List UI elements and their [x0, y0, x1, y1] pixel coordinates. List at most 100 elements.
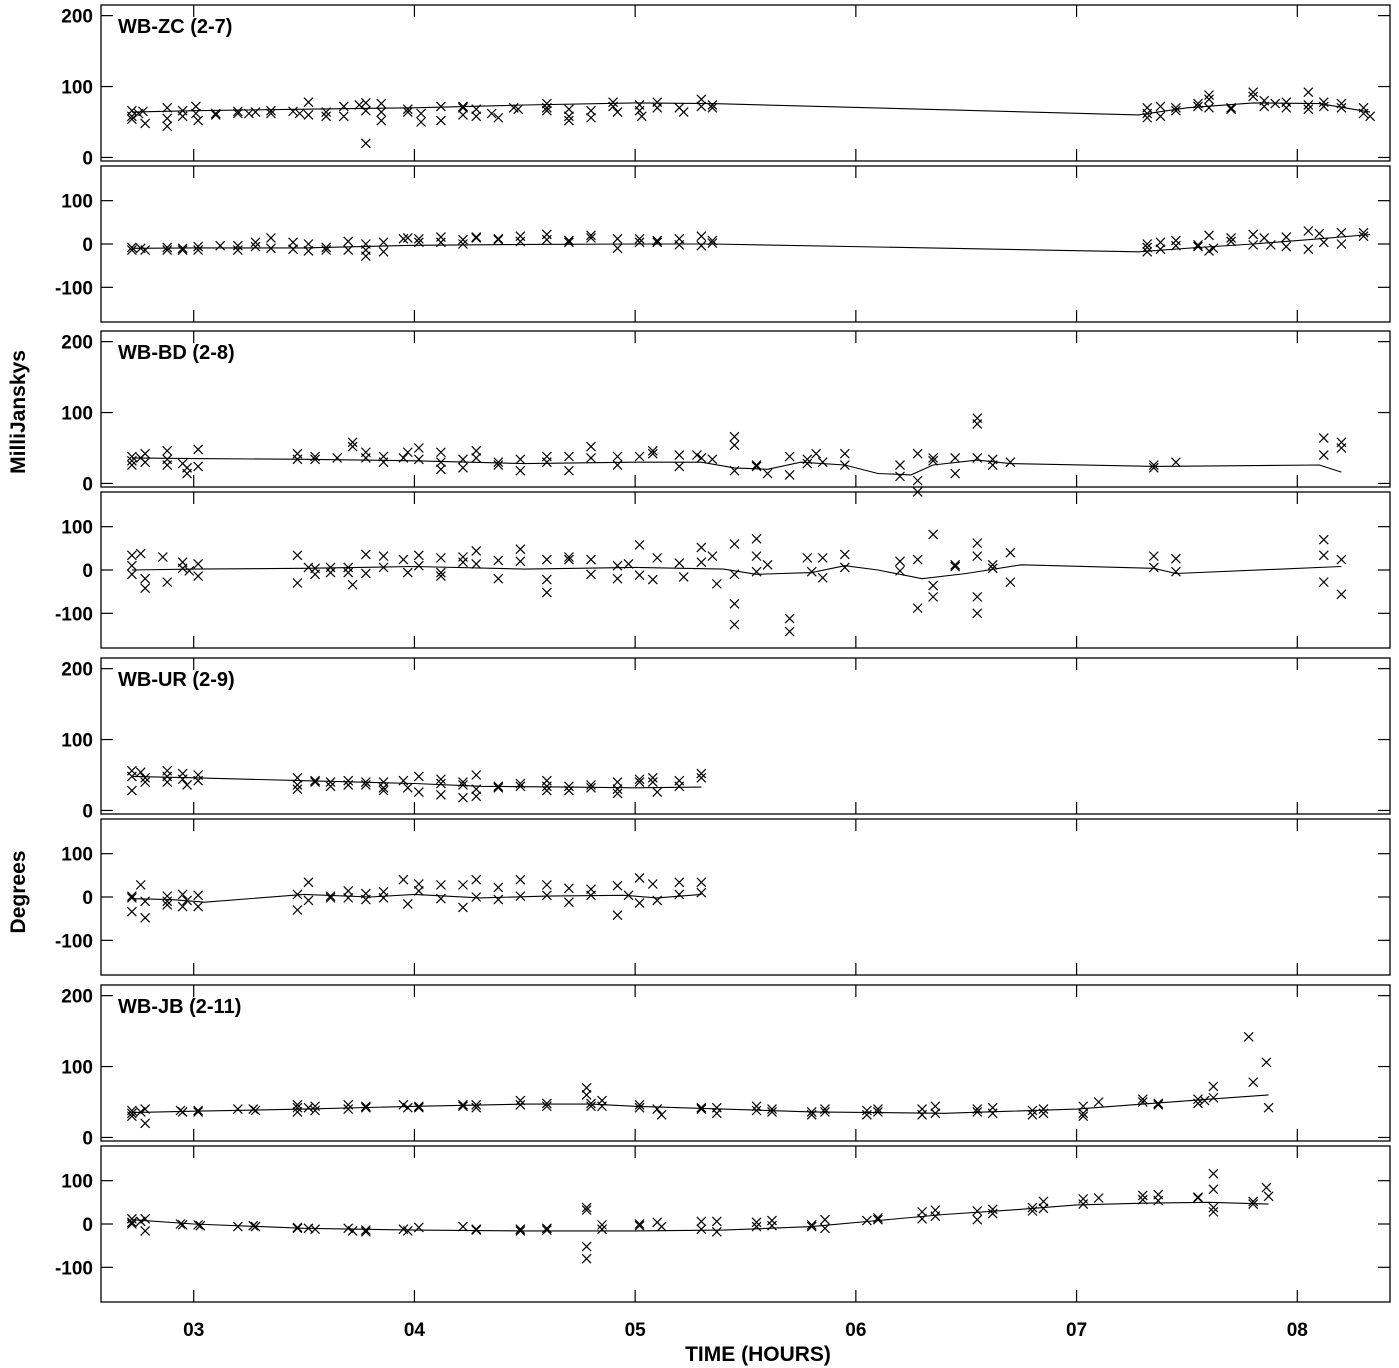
amplitude-data-point: [435, 115, 446, 126]
phase-data-point: [193, 571, 204, 581]
amplitude-data-point: [1281, 102, 1292, 113]
amplitude-data-point: [541, 457, 552, 468]
phase-data-point: [471, 874, 482, 885]
amplitude-data-point: [674, 450, 685, 461]
amplitude-data-point: [471, 111, 482, 122]
phase-data-point: [177, 563, 188, 574]
amplitude-data-point: [310, 775, 321, 786]
phase-panel: -100 0 100: [55, 1145, 1391, 1303]
phase-data-point: [193, 890, 204, 901]
amplitude-data-point: [634, 774, 645, 785]
amplitude-data-point: [135, 1107, 146, 1117]
amplitude-data-point: [354, 100, 365, 110]
phase-data-point: [515, 231, 526, 242]
phase-data-point: [895, 556, 905, 567]
phase-data-point: [972, 591, 983, 602]
phase-data-point: [303, 246, 314, 256]
phase-data-point: [288, 244, 298, 255]
phase-data-point: [177, 243, 188, 254]
phase-data-point: [1170, 553, 1181, 564]
amplitude-data-point: [398, 775, 409, 786]
phase-data-point: [1038, 1203, 1049, 1214]
phase-data-point: [471, 232, 482, 242]
amplitude-data-point: [1153, 1098, 1164, 1109]
amplitude-data-point: [310, 1105, 321, 1116]
amplitude-data-point: [612, 777, 623, 788]
phase-data-point: [652, 552, 663, 563]
phase-data-point: [250, 241, 261, 252]
phase-data-point: [1318, 237, 1329, 248]
amplitude-data-point: [250, 1105, 261, 1116]
phase-data-point: [634, 1219, 645, 1229]
amplitude-data-point: [1318, 97, 1329, 108]
phase-data-point: [895, 565, 905, 576]
amplitude-data-point: [1005, 457, 1016, 468]
y-tick-label: -100: [55, 1258, 93, 1279]
phase-data-point: [347, 579, 358, 590]
amplitude-model-line: [131, 102, 1371, 116]
y-tick-label: 100: [61, 1172, 93, 1193]
phase-data-point: [471, 1224, 482, 1235]
y-tick-label: 200: [61, 987, 93, 1008]
amplitude-data-point: [486, 108, 497, 119]
amplitude-data-point: [586, 1101, 596, 1112]
phase-data-point: [1170, 240, 1181, 251]
phase-data-point: [360, 568, 371, 579]
phase-data-point: [762, 559, 773, 570]
amplitude-data-point: [435, 101, 446, 112]
amplitude-data-point: [564, 104, 574, 115]
amplitude-data-point: [692, 450, 702, 461]
amplitude-data-point: [193, 1105, 204, 1116]
phase-data-point: [126, 242, 137, 253]
amplitude-data-point: [1093, 1097, 1104, 1107]
amplitude-data-point: [1155, 101, 1166, 112]
amplitude-data-point: [928, 453, 939, 463]
phase-data-point: [729, 619, 740, 630]
phase-data-point: [435, 552, 446, 563]
amplitude-data-point: [402, 447, 413, 458]
phase-data-point: [435, 567, 446, 578]
phase-data-point: [177, 901, 188, 912]
phase-data-point: [586, 569, 596, 580]
amplitude-data-point: [360, 138, 371, 149]
phase-data-point: [1318, 577, 1329, 588]
amplitude-data-point: [1142, 108, 1153, 119]
phase-data-point: [696, 877, 707, 888]
phase-data-point: [292, 889, 303, 900]
amplitude-data-point: [193, 461, 204, 472]
amplitude-data-point: [325, 781, 336, 792]
amplitude-data-point: [564, 115, 574, 126]
amplitude-data-point: [471, 784, 482, 795]
y-tick-label: 100: [61, 1058, 93, 1079]
phase-data-point: [987, 1208, 998, 1219]
phase-data-point: [581, 1205, 592, 1216]
amplitude-data-point: [581, 1089, 592, 1100]
phase-data-point: [360, 1225, 371, 1235]
phase-data-point: [140, 573, 151, 584]
phase-data-point: [1248, 1199, 1259, 1209]
amplitude-data-point: [711, 1108, 722, 1119]
y-tick-label: 0: [82, 801, 93, 822]
amplitude-data-point: [729, 431, 740, 442]
phase-data-point: [250, 1221, 261, 1232]
phase-data-point: [751, 533, 762, 544]
phase-data-point: [471, 546, 482, 556]
phase-data-point: [310, 569, 321, 580]
phase-data-point: [292, 905, 303, 915]
amplitude-panel-frame: [100, 984, 1391, 1142]
phase-data-point: [861, 1215, 872, 1226]
phase-data-point: [729, 569, 740, 580]
phase-data-point: [674, 239, 685, 250]
phase-data-point: [541, 1223, 552, 1234]
phase-data-point: [515, 1226, 526, 1236]
amplitude-data-point: [360, 1102, 371, 1113]
amplitude-data-point: [360, 453, 371, 463]
amplitude-data-point: [696, 768, 707, 779]
phase-data-point: [303, 895, 314, 906]
amplitude-data-point: [416, 108, 426, 119]
phase-data-point: [140, 1226, 151, 1236]
phase-data-point: [1248, 1196, 1259, 1207]
phase-data-point: [784, 626, 795, 637]
phase-data-point: [612, 560, 623, 571]
